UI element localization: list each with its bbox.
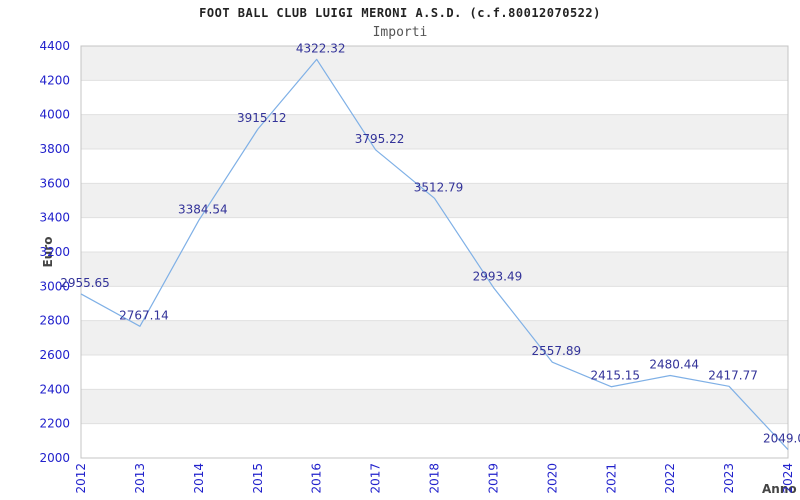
y-tick-label: 3000: [39, 279, 70, 293]
plot-band: [81, 320, 788, 355]
data-point-label: 2557.89: [532, 344, 582, 358]
data-point-label: 2417.77: [708, 368, 758, 382]
plot-band: [81, 114, 788, 149]
data-point-label: 2480.44: [649, 358, 699, 372]
data-line: [80, 58, 789, 450]
x-tick-label: 2021: [604, 463, 618, 494]
plot-band: [81, 46, 788, 81]
x-tick-label: 2019: [486, 463, 500, 494]
chart-title: FOOT BALL CLUB LUIGI MERONI A.S.D. (c.f.…: [199, 6, 601, 20]
y-tick-label: 3200: [39, 245, 70, 259]
data-point-label: 4322.32: [296, 41, 346, 55]
data-point-label: 3915.12: [237, 111, 287, 125]
plot-band: [81, 389, 788, 424]
y-tick-label: 2400: [39, 382, 70, 396]
y-tick-label: 3400: [39, 211, 70, 225]
y-tick-label: 2000: [39, 451, 70, 465]
x-tick-label: 2022: [663, 463, 677, 494]
plot-band: [81, 183, 788, 218]
data-point-label: 2415.15: [590, 369, 640, 383]
y-tick-label: 4200: [39, 73, 70, 87]
x-tick-label: 2018: [428, 463, 442, 494]
data-point-label: 3384.54: [178, 202, 228, 216]
y-tick-label: 4000: [39, 108, 70, 122]
y-tick-label: 2200: [39, 417, 70, 431]
data-point-label: 3512.79: [414, 180, 464, 194]
x-tick-label: 2020: [545, 463, 559, 494]
y-tick-label: 2600: [39, 348, 70, 362]
x-tick-label: 2017: [369, 463, 383, 494]
data-point-label: 2993.49: [473, 269, 523, 283]
x-tick-label: 2016: [310, 463, 324, 494]
plot-band: [81, 252, 788, 287]
y-tick-label: 3600: [39, 176, 70, 190]
chart-subtitle: Importi: [372, 25, 428, 40]
x-tick-label: 2013: [133, 463, 147, 494]
data-point-label: 2767.14: [119, 308, 169, 322]
y-tick-label: 3800: [39, 142, 70, 156]
x-tick-label: 2024: [781, 463, 795, 494]
x-axis-title: Anno: [762, 482, 797, 496]
x-tick-label: 2015: [251, 463, 265, 494]
x-tick-label: 2023: [722, 463, 736, 494]
y-tick-label: 4400: [39, 39, 70, 53]
x-tick-label: 2012: [74, 463, 88, 494]
data-point-label: 2955.65: [60, 276, 110, 290]
plot-border: [80, 45, 789, 459]
y-tick-label: 2800: [39, 314, 70, 328]
data-point-label: 3795.22: [355, 132, 405, 146]
x-tick-label: 2014: [192, 463, 206, 494]
data-point-label: 2049.0: [763, 432, 800, 446]
